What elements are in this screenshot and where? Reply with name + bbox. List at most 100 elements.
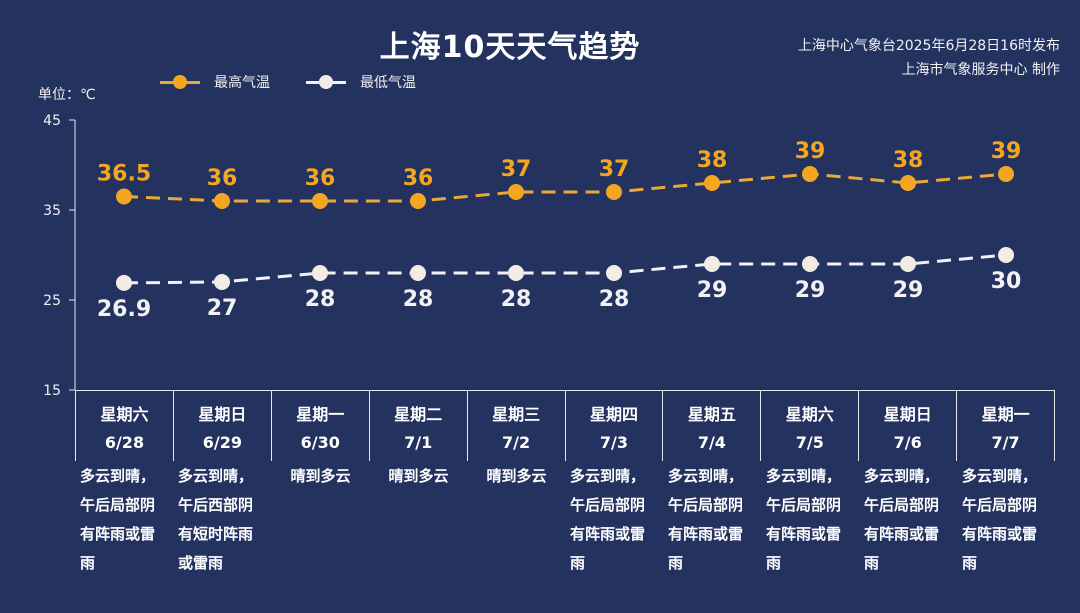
high-temp-line	[123, 172, 1007, 203]
low-series-marker-icon	[306, 74, 346, 90]
high-temp-value: 37	[599, 157, 630, 182]
weekday-label: 星期日	[198, 405, 247, 424]
date-label: 6/30	[300, 433, 340, 452]
day-header-cell: 星期日 7/6	[858, 391, 956, 461]
date-label: 7/2	[502, 433, 531, 452]
weather-description: 多云到晴，午后局部阴有阵雨或雷雨	[80, 467, 156, 572]
y-tick-label: 15	[43, 383, 61, 399]
data-labels: 36.5 36 36 36 37 37 38 39 38 39 26.9 27 28 28 28 28 29 29…	[97, 139, 1021, 322]
low-temp-value: 30	[991, 269, 1022, 294]
weekday-label: 星期二	[394, 405, 443, 424]
weather-description: 多云到晴，午后局部阴有阵雨或雷雨	[766, 467, 842, 572]
date-label: 7/5	[795, 433, 824, 452]
low-temp-point[interactable]	[312, 265, 328, 281]
unit-label: 单位：℃	[38, 87, 96, 103]
high-temp-point[interactable]	[802, 166, 818, 182]
weekday-label: 星期一	[296, 405, 345, 424]
low-temp-value: 29	[697, 278, 728, 303]
day-header-cell: 星期一 7/7	[956, 391, 1056, 461]
weekday-label: 星期四	[589, 405, 638, 424]
day-header-cell: 星期三 7/2	[466, 391, 565, 461]
high-temp-value: 36	[207, 166, 238, 191]
high-temp-value: 39	[991, 139, 1022, 164]
high-temp-point[interactable]	[312, 193, 328, 209]
weekday-label: 星期日	[883, 405, 932, 424]
date-label: 7/4	[697, 433, 726, 452]
weekday-label: 星期三	[492, 405, 541, 424]
series-points	[116, 166, 1014, 291]
high-temp-point[interactable]	[998, 166, 1014, 182]
high-temp-point[interactable]	[900, 175, 916, 191]
high-series-marker-icon	[160, 74, 200, 90]
high-temp-value: 39	[795, 139, 826, 164]
chart-title: 上海10天天气趋势	[379, 30, 641, 65]
high-temp-value: 36	[305, 166, 336, 191]
legend-item-high: 最高气温	[160, 72, 270, 92]
high-temp-value: 38	[697, 148, 728, 173]
low-temp-point[interactable]	[802, 256, 818, 272]
day-header-cell: 星期四 7/3	[564, 391, 663, 461]
weather-description: 多云到晴，午后局部阴有阵雨或雷雨	[962, 467, 1038, 572]
y-tick-label: 45	[43, 113, 61, 129]
high-temp-point[interactable]	[704, 175, 720, 191]
high-temp-value: 38	[893, 148, 924, 173]
day-header-cell: 星期五 7/4	[662, 391, 760, 461]
day-header-cell: 星期日 6/29	[172, 391, 271, 461]
low-temp-point[interactable]	[900, 256, 916, 272]
date-label: 6/29	[202, 433, 242, 452]
legend-label-low: 最低气温	[360, 75, 416, 91]
low-temp-point[interactable]	[508, 265, 524, 281]
date-header-row: 星期六 6/28 星期日 6/29 星期一 6/30 星期二 7/1 星期三 7/2 星期四 7/3 星…	[75, 390, 1056, 461]
high-temp-value: 36	[403, 166, 434, 191]
low-temp-value: 29	[893, 278, 924, 303]
weekday-label: 星期六	[785, 405, 834, 424]
day-header-cell: 星期六 7/5	[760, 391, 858, 461]
date-label: 7/1	[404, 433, 433, 452]
date-label: 7/7	[991, 433, 1020, 452]
series-lines	[123, 172, 1007, 285]
day-header-cell: 星期六 6/28	[75, 391, 173, 461]
weekday-label: 星期六	[100, 405, 149, 424]
weather-description: 晴到多云	[388, 467, 449, 485]
weekday-label: 星期一	[981, 405, 1030, 424]
low-temp-line	[123, 253, 1007, 285]
high-temp-point[interactable]	[214, 193, 230, 209]
weather-description: 多云到晴，午后西部阴有短时阵雨或雷雨	[178, 467, 254, 572]
high-temp-point[interactable]	[410, 193, 426, 209]
high-temp-value: 36.5	[97, 162, 151, 187]
day-header-cell: 星期二 7/1	[368, 391, 467, 461]
source-producer: 上海市气象服务中心 制作	[901, 62, 1060, 78]
low-temp-point[interactable]	[704, 256, 720, 272]
source-info: 上海中心气象台2025年6月28日16时发布 上海市气象服务中心 制作	[798, 34, 1060, 82]
date-label: 7/6	[893, 433, 922, 452]
low-temp-value: 28	[403, 287, 434, 312]
day-header-cell: 星期一 6/30	[270, 391, 369, 461]
low-temp-point[interactable]	[214, 274, 230, 290]
weather-description-row: 多云到晴，午后局部阴有阵雨或雷雨 多云到晴，午后西部阴有短时阵雨或雷雨 晴到多云 晴到…	[75, 462, 1055, 578]
high-temp-point[interactable]	[116, 188, 132, 205]
low-temp-value: 26.9	[97, 297, 151, 322]
low-temp-point[interactable]	[116, 274, 132, 291]
low-temp-point[interactable]	[998, 247, 1014, 263]
high-temp-value: 37	[501, 157, 532, 182]
date-label: 6/28	[104, 433, 145, 452]
low-temp-value: 28	[599, 287, 630, 312]
legend: 最高气温 最低气温	[160, 72, 452, 92]
y-axis: 15 25 35 45	[43, 113, 76, 399]
low-temp-value: 27	[207, 296, 238, 321]
legend-item-low: 最低气温	[306, 72, 416, 92]
weather-description: 晴到多云	[290, 467, 351, 485]
low-temp-point[interactable]	[606, 265, 622, 281]
low-temp-point[interactable]	[410, 265, 426, 281]
high-temp-point[interactable]	[508, 184, 524, 200]
weather-description: 多云到晴，午后局部阴有阵雨或雷雨	[570, 467, 646, 572]
high-temp-point[interactable]	[606, 184, 622, 200]
weather-description: 多云到晴，午后局部阴有阵雨或雷雨	[668, 467, 744, 572]
weather-description: 多云到晴，午后局部阴有阵雨或雷雨	[864, 467, 940, 572]
weather-description: 晴到多云	[486, 467, 547, 485]
low-temp-value: 28	[501, 287, 532, 312]
legend-label-high: 最高气温	[214, 75, 270, 91]
date-label: 7/3	[599, 433, 629, 452]
low-temp-value: 28	[305, 287, 336, 312]
